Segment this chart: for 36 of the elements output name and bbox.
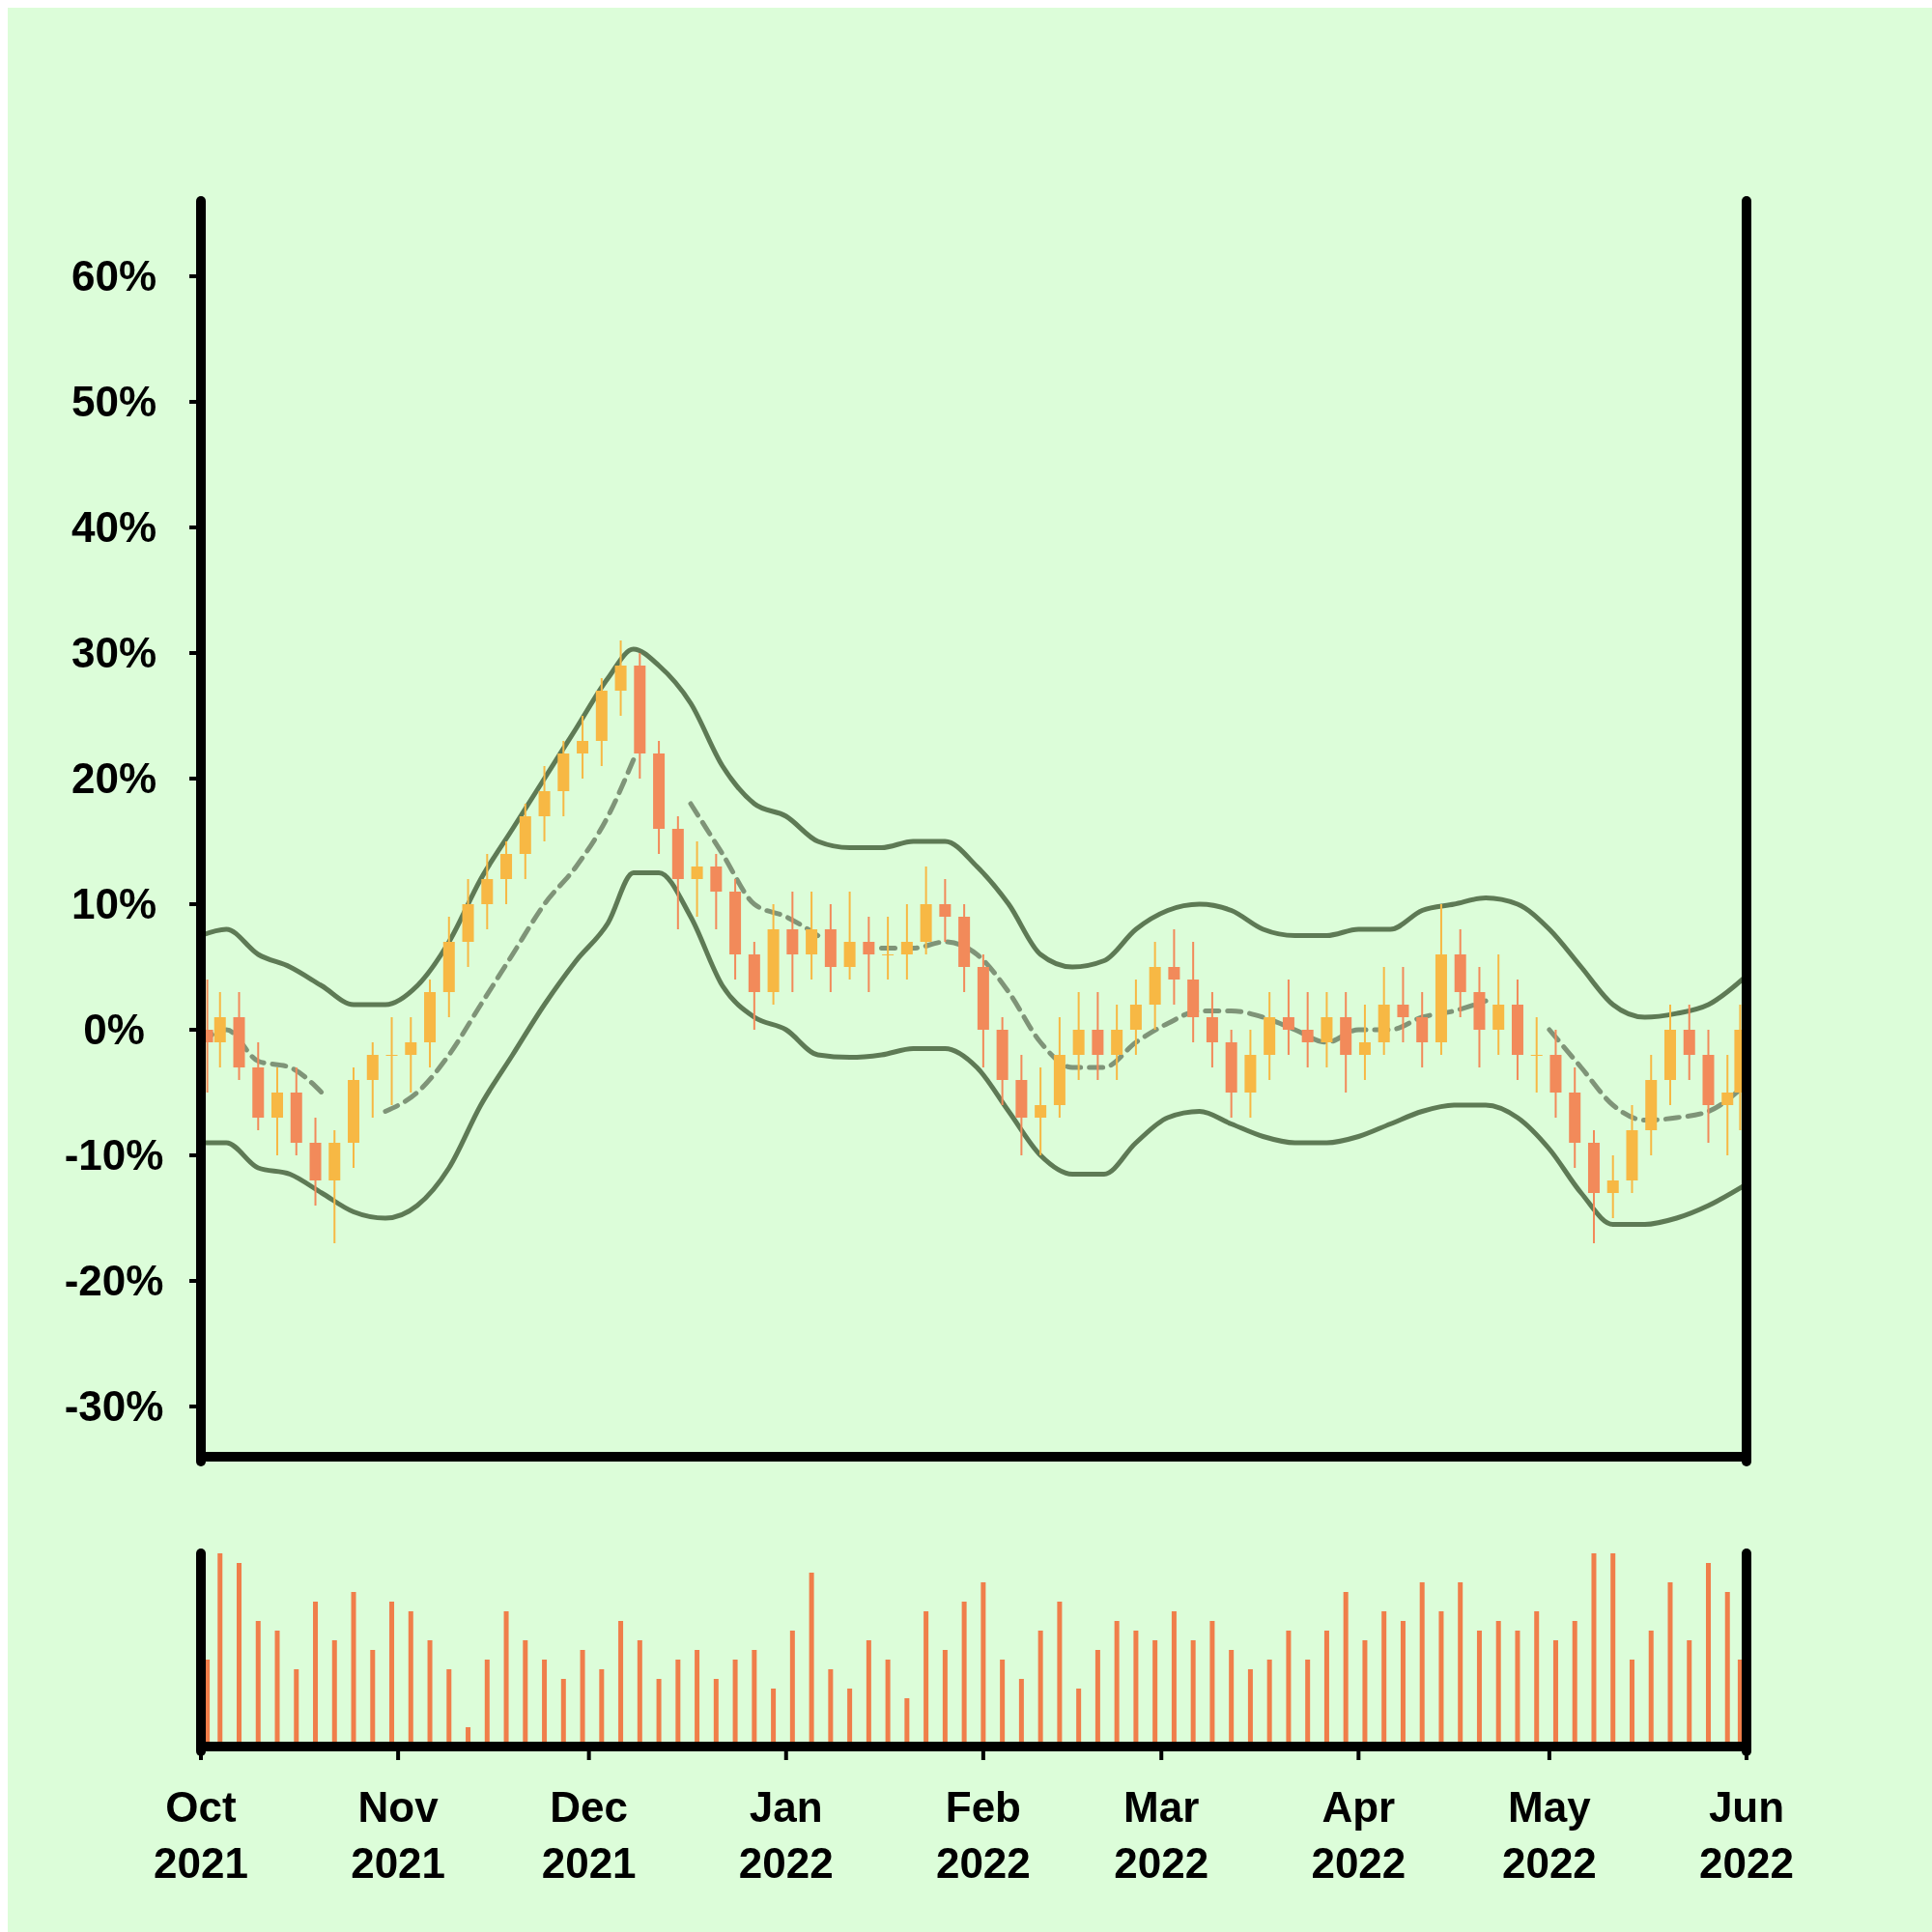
candlestick xyxy=(1358,1004,1371,1081)
y-tick-label: 50% xyxy=(71,378,157,426)
y-tick-label: -30% xyxy=(64,1382,164,1431)
candlestick xyxy=(1168,928,1180,1006)
y-tick-label: 60% xyxy=(71,252,157,300)
y-tick-label: -10% xyxy=(64,1131,164,1179)
x-tick-label: Jan 2022 xyxy=(738,1783,834,1887)
candlestick xyxy=(405,1016,417,1094)
x-tick-label: Jun 2022 xyxy=(1699,1783,1794,1887)
candlestick xyxy=(900,903,913,980)
candlestick xyxy=(1530,1016,1543,1094)
candlestick xyxy=(863,916,875,993)
x-tick-label: May 2022 xyxy=(1501,1783,1597,1887)
candlestick xyxy=(1721,1054,1734,1156)
x-tick-label: Nov 2021 xyxy=(351,1783,446,1887)
candlestick xyxy=(1397,966,1409,1043)
y-tick-label: 10% xyxy=(71,880,157,928)
x-tick-label: Dec 2021 xyxy=(541,1783,637,1887)
candlestick xyxy=(691,840,703,918)
x-tick-label: Apr 2022 xyxy=(1311,1783,1406,1887)
candlestick xyxy=(1282,979,1294,1056)
candlestick xyxy=(1035,1066,1047,1156)
candlestick xyxy=(882,916,895,980)
candlestick xyxy=(1606,1154,1619,1219)
y-tick-label: 40% xyxy=(71,503,157,552)
candlestick xyxy=(385,1016,398,1106)
y-tick-label: 20% xyxy=(71,754,157,803)
candlestick xyxy=(1301,991,1314,1068)
x-tick-label: Mar 2022 xyxy=(1114,1783,1209,1887)
x-tick-label: Feb 2022 xyxy=(935,1783,1031,1887)
y-tick-label: -20% xyxy=(64,1257,164,1305)
candlestick xyxy=(577,715,589,780)
candlestick xyxy=(939,878,952,943)
y-tick-label: 30% xyxy=(71,629,157,677)
x-tick-label: Oct 2021 xyxy=(154,1783,248,1887)
y-tick-label: 0% xyxy=(83,1006,145,1054)
